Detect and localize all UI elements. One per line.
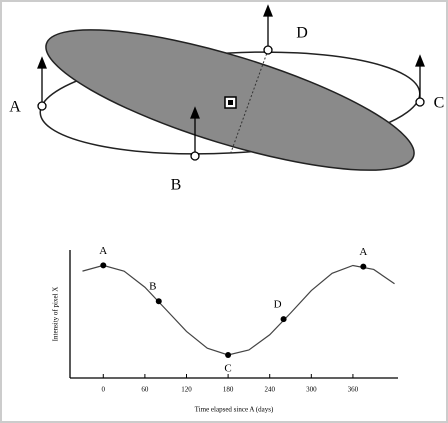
x-tick-label: 300 bbox=[306, 386, 317, 394]
point-label: A bbox=[359, 246, 367, 258]
point-label: C bbox=[434, 95, 445, 112]
x-tick-label: 0 bbox=[102, 386, 106, 394]
point-label: B bbox=[171, 177, 182, 194]
point-label: A bbox=[9, 99, 21, 116]
pixel-dot bbox=[228, 100, 233, 105]
point-label: C bbox=[224, 362, 231, 374]
x-tick-label: 360 bbox=[348, 386, 359, 394]
chart: 0 60 120 180 240 300 360 Time elapsed since A (… bbox=[52, 245, 398, 414]
x-tick-label: 180 bbox=[223, 386, 234, 394]
data-point bbox=[360, 263, 367, 270]
x-axis-label: Time elapsed since A (days) bbox=[195, 406, 274, 414]
y-axis-label: Intensity of pixel X bbox=[52, 287, 60, 342]
point-label: A bbox=[99, 245, 107, 257]
point-label: D bbox=[296, 25, 308, 42]
dashed-axis bbox=[229, 49, 269, 156]
data-point bbox=[155, 298, 162, 305]
x-tick-label: 60 bbox=[141, 386, 149, 394]
data-point bbox=[100, 262, 107, 269]
data-point bbox=[225, 351, 232, 358]
x-tick-label: 120 bbox=[181, 386, 192, 394]
arrows bbox=[37, 4, 425, 161]
data-point bbox=[280, 316, 287, 323]
curve bbox=[82, 264, 395, 356]
x-tick-label: 240 bbox=[264, 386, 275, 394]
point-label: D bbox=[274, 299, 282, 311]
orbit-diagram: A B C D bbox=[9, 4, 445, 194]
point-label: B bbox=[149, 281, 156, 293]
